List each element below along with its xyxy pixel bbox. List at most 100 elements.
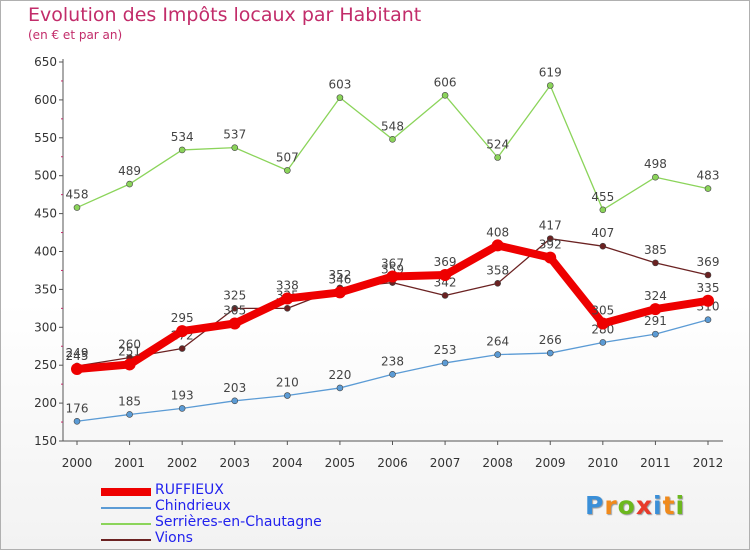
data-point: [389, 136, 396, 143]
data-label: 458: [66, 188, 89, 202]
data-point: [73, 417, 81, 425]
data-point: [599, 242, 607, 250]
data-label: 176: [66, 401, 89, 415]
logo-letter: r: [604, 491, 618, 520]
x-tick-label: 2000: [62, 456, 93, 470]
data-point: [652, 173, 659, 181]
y-tick-label: 600: [34, 93, 57, 107]
data-point: [123, 358, 136, 371]
data-point: [596, 317, 609, 330]
data-point: [702, 294, 714, 307]
x-tick-label: 2006: [377, 456, 408, 470]
data-point: [176, 325, 189, 338]
data-point: [652, 330, 659, 338]
x-tick-label: 2007: [430, 456, 461, 470]
data-point: [491, 239, 504, 252]
x-tick-label: 2002: [167, 456, 198, 470]
data-label: 245: [66, 349, 89, 363]
legend-label: RUFFIEUX: [155, 482, 224, 498]
x-tick-label: 2008: [482, 456, 513, 470]
legend-label: Vions: [155, 530, 193, 546]
data-label: 385: [644, 243, 667, 257]
data-label: 392: [539, 238, 562, 252]
legend-swatch: [101, 523, 151, 525]
x-tick-label: 2012: [693, 456, 724, 470]
data-point: [73, 204, 81, 211]
data-point: [178, 146, 186, 154]
data-label: 358: [486, 263, 509, 277]
data-point: [336, 384, 344, 392]
chart-subtitle: (en € et par an): [28, 28, 123, 42]
data-label: 498: [644, 157, 667, 171]
data-label: 369: [697, 255, 720, 269]
y-tick-label: 500: [34, 169, 57, 183]
data-label: 291: [644, 314, 667, 328]
y-tick-label: 650: [34, 55, 57, 69]
x-tick-label: 2010: [588, 456, 619, 470]
x-tick-label: 2004: [272, 456, 303, 470]
data-label: 352: [328, 268, 351, 282]
data-point: [546, 235, 554, 242]
y-tick-label: 400: [34, 245, 57, 259]
data-label: 266: [539, 333, 562, 347]
data-point: [284, 392, 291, 399]
x-tick-label: 2001: [114, 456, 145, 470]
data-label: 335: [697, 281, 720, 295]
data-label: 489: [118, 164, 141, 178]
data-point: [231, 397, 239, 405]
y-tick-label: 200: [34, 396, 57, 410]
data-point: [441, 359, 449, 367]
data-label: 367: [381, 257, 404, 271]
x-tick-label: 2005: [325, 456, 356, 470]
data-label: 324: [644, 289, 667, 303]
data-point: [178, 405, 186, 412]
data-label: 408: [486, 225, 509, 239]
data-label: 417: [539, 219, 562, 233]
data-point: [441, 292, 449, 299]
data-point: [704, 185, 712, 192]
data-label: 251: [118, 344, 141, 358]
data-label: 537: [223, 128, 246, 142]
data-point: [441, 92, 449, 99]
data-point: [704, 316, 712, 324]
data-point: [494, 280, 501, 287]
data-point: [336, 94, 344, 101]
data-point: [231, 305, 239, 312]
data-point: [652, 259, 659, 267]
data-label: 193: [171, 388, 194, 402]
legend-label: Serrières-en-Chautagne: [155, 514, 322, 530]
data-label: 220: [328, 368, 351, 382]
data-point: [546, 349, 554, 357]
data-point: [544, 251, 557, 264]
logo-letter: o: [617, 491, 636, 520]
logo-letter: i: [675, 491, 686, 520]
y-tick-label: 550: [34, 131, 57, 145]
legend-swatch: [101, 488, 151, 496]
data-point: [546, 82, 554, 89]
legend-swatch: [101, 539, 151, 541]
logo-letter: i: [653, 491, 663, 520]
logo-letter: t: [662, 491, 676, 520]
data-point: [126, 180, 133, 188]
data-point: [333, 286, 346, 299]
data-label: 548: [381, 119, 404, 133]
data-label: 507: [276, 150, 299, 164]
data-point: [386, 270, 399, 283]
data-label: 338: [276, 278, 299, 292]
data-label: 455: [591, 190, 614, 204]
data-point: [231, 144, 239, 151]
data-label: 534: [171, 130, 194, 144]
data-point: [389, 370, 396, 378]
chart-title: Evolution des Impôts locaux par Habitant: [28, 4, 422, 26]
data-point: [126, 411, 133, 418]
y-tick-label: 450: [34, 207, 57, 221]
data-label: 603: [328, 78, 351, 92]
data-label: 295: [171, 311, 194, 325]
data-point: [228, 317, 241, 330]
data-label: 407: [591, 226, 614, 240]
x-tick-label: 2003: [219, 456, 250, 470]
y-tick-label: 250: [34, 358, 57, 372]
data-point: [71, 362, 83, 375]
